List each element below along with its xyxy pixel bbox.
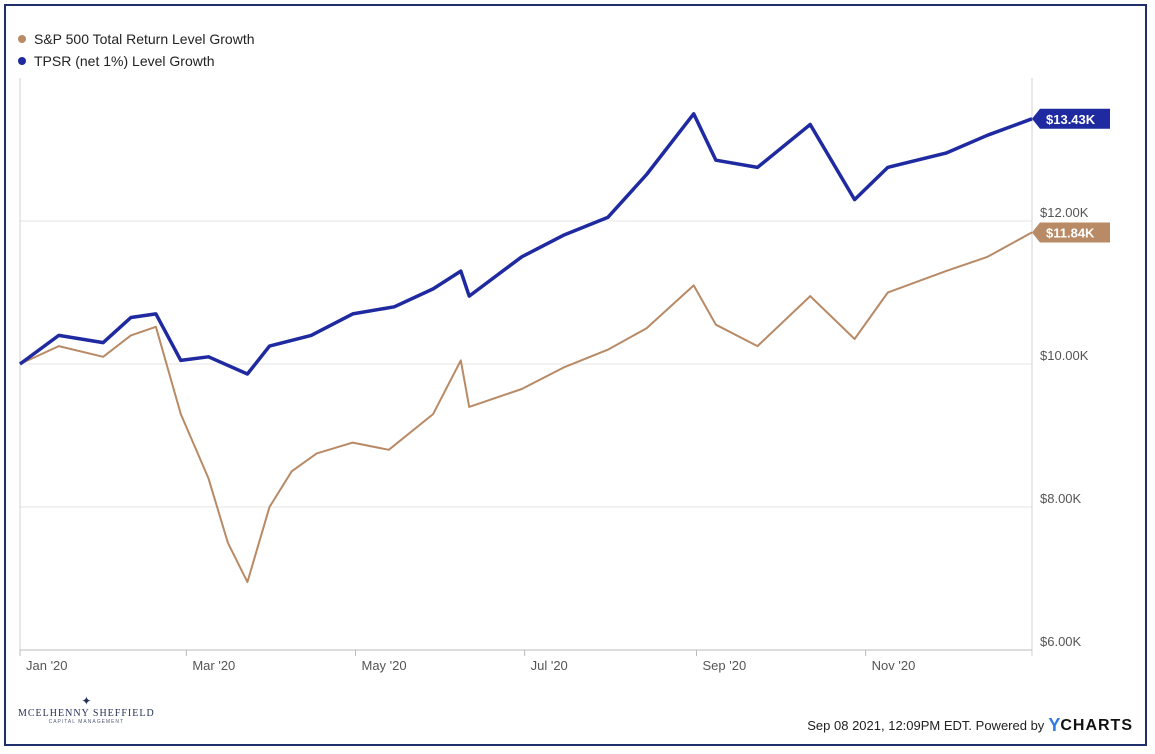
- series-line-0[interactable]: [19, 231, 1033, 584]
- legend: S&P 500 Total Return Level Growth TPSR (…: [18, 28, 255, 72]
- ycharts-logo-text[interactable]: CHARTS: [1060, 716, 1133, 734]
- grid-lines: [19, 78, 1033, 656]
- chart-frame: [4, 4, 1147, 746]
- y-tick-label-1: $8.00K: [1040, 491, 1082, 506]
- company-logo: ✦ MCELHENNY SHEFFIELD CAPITAL MANAGEMENT: [18, 694, 155, 725]
- leaf-icon: ✦: [81, 694, 92, 708]
- y-tick-label-0: $6.00K: [1040, 634, 1082, 649]
- legend-item-sp500[interactable]: S&P 500 Total Return Level Growth: [18, 28, 255, 50]
- legend-dot-tpsr: [18, 57, 26, 65]
- end-label-bg-0: [1032, 222, 1110, 243]
- logo-sub-text: CAPITAL MANAGEMENT: [48, 719, 125, 725]
- ycharts-logo-y[interactable]: Y: [1048, 715, 1061, 735]
- footer-timestamp: Sep 08 2021, 12:09PM EDT. Powered by: [807, 718, 1045, 733]
- x-tick-label-5: Nov '20: [872, 658, 916, 673]
- legend-label-sp500: S&P 500 Total Return Level Growth: [34, 31, 255, 47]
- x-tick-label-1: Mar '20: [192, 658, 235, 673]
- y-tick-label-3: $12.00K: [1040, 205, 1089, 220]
- end-label-0: $11.84K: [1032, 222, 1110, 243]
- y-tick-label-2: $10.00K: [1040, 348, 1089, 363]
- series-line-1[interactable]: [18, 112, 1033, 376]
- x-tick-label-2: May '20: [361, 658, 406, 673]
- end-labels: $11.84K $13.43K: [1032, 108, 1110, 243]
- end-label-bg-1: [1032, 108, 1110, 129]
- series-lines: [18, 112, 1033, 584]
- x-axis-ticks: Jan '20 Mar '20 May '20 Jul '20 Sep '20 Nov '…: [19, 650, 916, 673]
- legend-label-tpsr: TPSR (net 1%) Level Growth: [34, 53, 215, 69]
- end-label-text-1: $13.43K: [1046, 112, 1096, 127]
- legend-item-tpsr[interactable]: TPSR (net 1%) Level Growth: [18, 50, 255, 72]
- end-label-text-0: $11.84K: [1046, 225, 1095, 240]
- footer: Sep 08 2021, 12:09PM EDT. Powered by Y CH…: [807, 715, 1133, 736]
- end-label-1: $13.43K: [1032, 108, 1110, 129]
- logo-main-text: MCELHENNY SHEFFIELD: [18, 708, 155, 719]
- y-axis-ticks: $6.00K $8.00K $10.00K $12.00K: [1040, 205, 1089, 649]
- x-tick-label-0: Jan '20: [26, 658, 68, 673]
- x-tick-label-4: Sep '20: [703, 658, 747, 673]
- legend-dot-sp500: [18, 35, 26, 43]
- x-tick-label-3: Jul '20: [531, 658, 568, 673]
